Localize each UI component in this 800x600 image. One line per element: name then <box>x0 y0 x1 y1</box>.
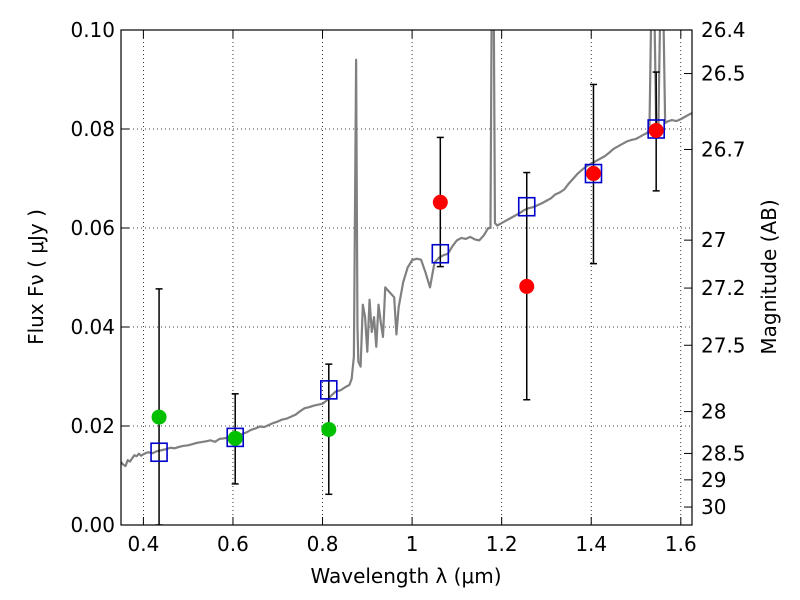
model-photometry-square <box>319 380 338 400</box>
y-tick-label: 0.02 <box>70 414 115 438</box>
x-tick-label: 0.8 <box>307 532 339 556</box>
x-tick-label: 0.6 <box>217 532 249 556</box>
y2-tick-label: 26.7 <box>701 137 746 161</box>
x-tick-label: 1 <box>406 532 419 556</box>
observed-flux-point <box>432 194 448 210</box>
x-tick-label: 1.4 <box>575 532 607 556</box>
model-photometry-square <box>517 196 536 217</box>
plot-area <box>121 30 692 525</box>
observed-flux-point <box>227 430 243 446</box>
y2-tick-label: 27.2 <box>701 276 746 300</box>
y-tick-label: 0.10 <box>70 18 115 42</box>
y-tick-label: 0.04 <box>70 315 115 339</box>
observed-flux-point <box>519 278 535 294</box>
model-photometry-square <box>584 163 603 184</box>
observed-flux-point <box>648 122 664 138</box>
y2-tick-label: 26.4 <box>701 18 746 42</box>
y2-tick-label: 26.5 <box>701 62 746 86</box>
grid-lines <box>121 29 692 526</box>
y2-axis-label: Magnitude (AB) <box>757 199 781 354</box>
y2-tick-label: 27 <box>701 228 726 252</box>
model-photometry-square <box>647 119 665 139</box>
plot-frame <box>120 29 693 526</box>
y2-tick-label: 28 <box>701 400 726 424</box>
model-photometry-square <box>150 442 168 463</box>
model-photometry-square <box>431 243 450 264</box>
observed-flux-point <box>151 409 167 425</box>
model-photometry-square <box>226 427 244 448</box>
y-axis-label: Flux Fν ( μJy ) <box>24 209 48 345</box>
model-spectrum-line <box>121 30 692 468</box>
y2-tick-label: 28.5 <box>701 441 746 465</box>
y2-tick-label: 27.5 <box>701 333 746 357</box>
observed-flux-point <box>585 166 601 182</box>
y-tick-label: 0.00 <box>70 513 115 537</box>
y-tick-label: 0.06 <box>70 216 115 240</box>
x-axis-label: Wavelength λ (μm) <box>310 564 501 588</box>
axis-ticks: 0.4 0.6 0.8 1 1.2 1.4 1.6 0.00 0.02 0.04 0.06 0.08 0… <box>70 18 745 556</box>
y2-tick-label: 30 <box>701 495 726 519</box>
y2-tick-label: 29 <box>701 468 726 492</box>
x-tick-label: 1.2 <box>486 532 518 556</box>
observed-flux-point <box>321 421 337 437</box>
x-tick-label: 0.4 <box>127 532 159 556</box>
x-tick-label: 1.6 <box>665 532 697 556</box>
y-tick-label: 0.08 <box>70 117 115 141</box>
